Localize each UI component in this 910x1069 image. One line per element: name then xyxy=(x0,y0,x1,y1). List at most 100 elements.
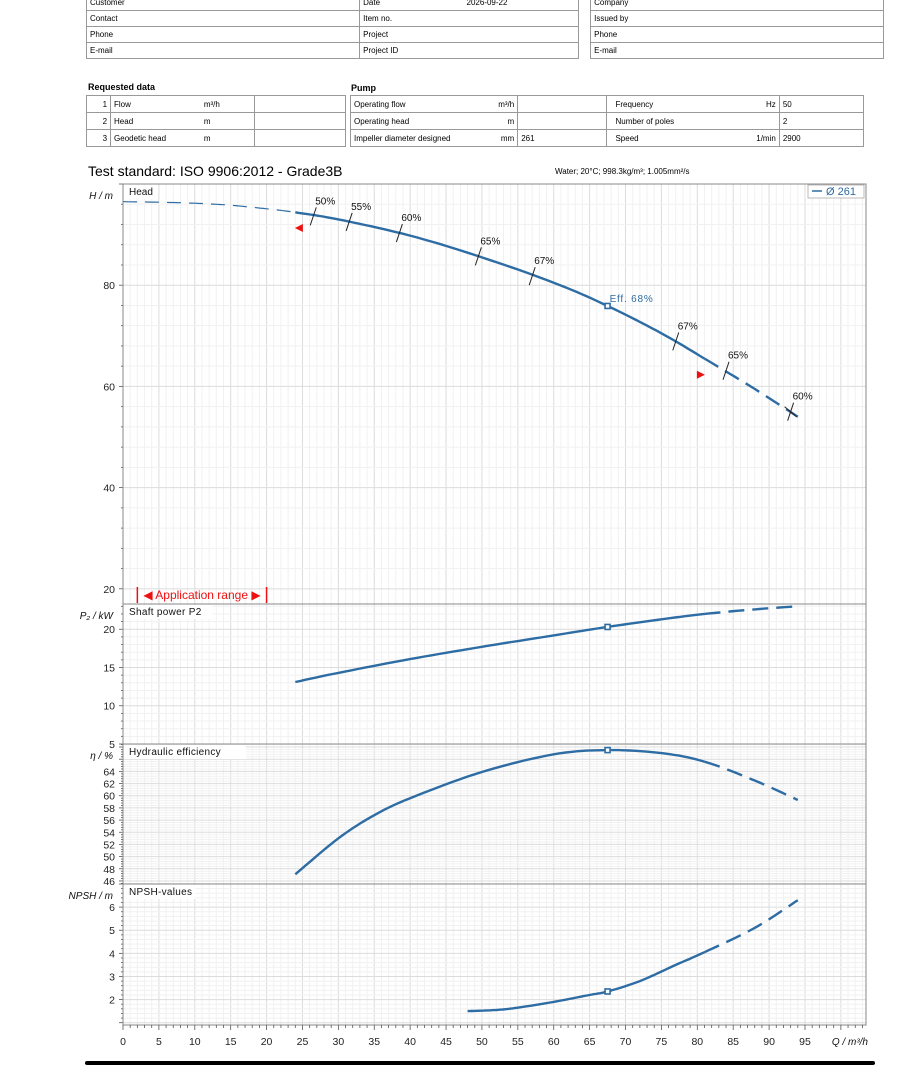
y-tick-label: 3 xyxy=(109,971,115,983)
y-tick-label: 60 xyxy=(103,791,115,803)
efficiency-label: 60% xyxy=(793,392,813,403)
efficiency-tick xyxy=(309,207,317,226)
bep-marker xyxy=(604,623,611,631)
curve-dashed xyxy=(703,899,799,954)
x-tick-label: 80 xyxy=(691,1036,703,1048)
row-label: Geodetic head xyxy=(110,129,201,147)
x-tick-label: 20 xyxy=(261,1036,273,1048)
header-label: Project ID xyxy=(363,46,399,55)
pump-label: Impeller diameter designed xyxy=(350,129,471,147)
header-label: Date xyxy=(363,0,381,7)
efficiency-label: 65% xyxy=(728,351,748,362)
efficiency-tick xyxy=(528,266,536,286)
curve-solid xyxy=(467,951,706,1013)
panel-title-bg xyxy=(124,605,213,619)
y-tick-label: 62 xyxy=(103,779,115,791)
header-cell: Project ID xyxy=(359,42,580,59)
y-tick-label: 5 xyxy=(109,925,115,937)
y-tick-label: 20 xyxy=(103,624,115,636)
curve-dashed xyxy=(703,357,799,418)
efficiency-tick xyxy=(395,223,403,243)
x-tick-label: 15 xyxy=(225,1036,237,1048)
requested-row: 1 Flow m³/h xyxy=(85,95,346,113)
y-tick-label: 60 xyxy=(103,381,115,393)
requested-title: Requested data xyxy=(88,82,156,92)
pump-table: Operating flow m³/h Frequency Hz 50 Operating… xyxy=(350,95,865,147)
curve-dashed xyxy=(123,201,296,213)
y-tick-label: 2 xyxy=(109,995,115,1007)
efficiency-label: 67% xyxy=(678,321,698,332)
efficiency-tick xyxy=(672,332,680,351)
panel-title-bg xyxy=(124,885,196,899)
y-axis-label: NPSH / m xyxy=(69,891,113,902)
efficiency-label: 50% xyxy=(315,196,335,207)
panel-frame xyxy=(122,883,867,1026)
x-tick-label: 95 xyxy=(799,1036,811,1048)
y-tick-label: 46 xyxy=(103,876,115,888)
y-tick-label: 48 xyxy=(103,864,115,876)
curve-dashed xyxy=(704,605,798,616)
y-axis-label: P₂ / kW xyxy=(80,611,115,622)
y-tick-label: 40 xyxy=(103,483,115,495)
header-table: Customer Date 2026-09-22 Company Contact Item… xyxy=(85,0,884,59)
x-tick-label: 0 xyxy=(120,1036,126,1048)
panel-title: Head xyxy=(129,187,153,198)
y-axis-label: η / % xyxy=(90,751,113,762)
bep-marker xyxy=(604,302,611,310)
y-tick-label: 80 xyxy=(103,280,115,292)
bep-marker xyxy=(604,746,611,754)
panel-title: NPSH-values xyxy=(129,887,192,898)
legend-label: Ø 261 xyxy=(826,186,856,198)
min-flow-marker xyxy=(294,224,303,233)
max-flow-marker xyxy=(696,370,705,379)
y-tick-label: 15 xyxy=(103,662,115,674)
panel-title: Shaft power P2 xyxy=(129,607,202,618)
header-label: Item no. xyxy=(363,14,393,23)
x-tick-label: 50 xyxy=(476,1036,488,1048)
water-conditions: Water; 20°C; 998.3kg/m³; 1.005mm²/s xyxy=(555,167,690,176)
y-tick-label: 56 xyxy=(103,815,115,827)
x-tick-label: 45 xyxy=(440,1036,452,1048)
efficiency-label: 60% xyxy=(401,213,421,224)
header-row: E-mail Project ID E-mail xyxy=(85,42,884,59)
x-tick-label: 40 xyxy=(404,1036,416,1048)
legend-box xyxy=(807,184,865,199)
bottom-rule xyxy=(85,1061,875,1065)
y-tick-label: 6 xyxy=(109,902,115,914)
requested-row: 3 Geodetic head m xyxy=(85,129,346,147)
header-value: 2026-09-22 xyxy=(466,0,508,7)
pump-row: Impeller diameter designed mm 261 Speed 1/mi… xyxy=(350,129,865,147)
y-tick-label: 64 xyxy=(103,766,115,778)
panel-title-bg xyxy=(124,745,246,759)
pump-row: Operating flow m³/h Frequency Hz 50 xyxy=(350,95,865,113)
y-tick-label: 50 xyxy=(103,852,115,864)
efficiency-label: 55% xyxy=(351,202,371,213)
x-axis-label: Q / m³/h xyxy=(832,1037,869,1048)
y-tick-label: 54 xyxy=(103,827,115,839)
y-tick-label: 52 xyxy=(103,839,115,851)
x-tick-label: 30 xyxy=(333,1036,345,1048)
x-tick-label: 85 xyxy=(727,1036,739,1048)
efficiency-tick xyxy=(784,406,797,418)
x-tick-label: 70 xyxy=(620,1036,632,1048)
y-tick-label: 5 xyxy=(109,739,115,751)
x-tick-label: 5 xyxy=(156,1036,162,1048)
curve-solid xyxy=(295,612,705,684)
efficiency-tick xyxy=(474,247,482,266)
y-tick-label: 4 xyxy=(109,948,115,960)
x-tick-label: 10 xyxy=(189,1036,201,1048)
curve-solid xyxy=(294,748,705,876)
pump-value: 2900 xyxy=(778,129,865,147)
pump-label: Speed xyxy=(606,129,742,147)
row-value xyxy=(254,129,346,147)
curve-solid xyxy=(295,211,706,360)
requested-row: 2 Head m xyxy=(85,112,346,130)
app-range-label: ◀ Application range ▶ xyxy=(143,588,261,602)
efficiency-label: 67% xyxy=(534,256,554,267)
header-cell: E-mail xyxy=(85,42,361,59)
header-label: Project xyxy=(363,30,389,39)
pump-title: Pump xyxy=(351,83,377,93)
panel-title-bg xyxy=(124,185,157,199)
pump-value: 261 xyxy=(517,129,608,147)
